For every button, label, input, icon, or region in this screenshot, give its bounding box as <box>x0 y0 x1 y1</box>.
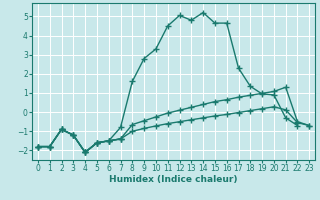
X-axis label: Humidex (Indice chaleur): Humidex (Indice chaleur) <box>109 175 238 184</box>
